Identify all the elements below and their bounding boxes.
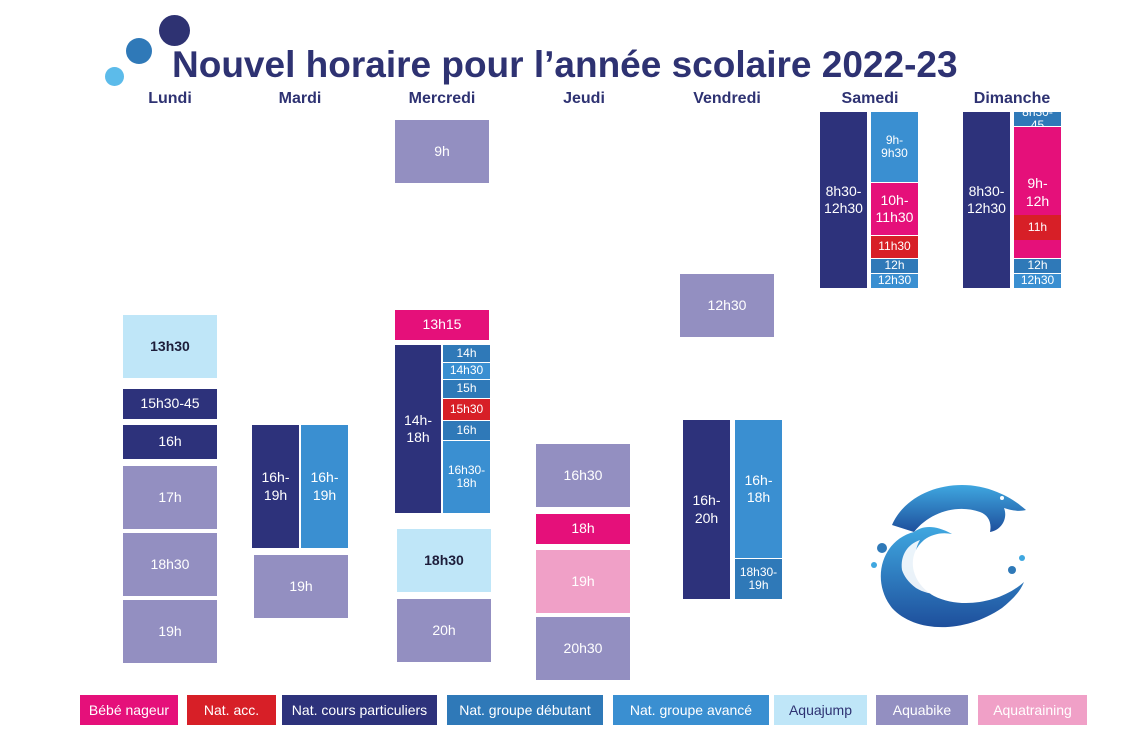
slot-mardi-avance: 16h- 19h — [301, 425, 348, 548]
slot-lundi-aquabike-2: 18h30 — [123, 533, 217, 596]
slot-mercredi-bebe: 13h15 — [395, 310, 489, 340]
slot-dimanche-cours: 8h30- 12h30 — [963, 112, 1010, 288]
slot-samedi-cours: 8h30- 12h30 — [820, 112, 867, 288]
slot-mercredi-aquajump: 18h30 — [397, 529, 491, 592]
legend-nat-groupe-debutant: Nat. groupe débutant — [447, 695, 603, 725]
slot-vendredi-cours: 16h- 20h — [683, 420, 730, 599]
slot-mercredi-deb-3: 16h — [443, 421, 490, 440]
slot-dimanche-avc: 12h30 — [1014, 274, 1061, 288]
slot-samedi-avc-2: 12h30 — [871, 274, 918, 288]
legend-aquabike: Aquabike — [876, 695, 968, 725]
slot-vendredi-deb: 18h30- 19h — [735, 559, 782, 599]
slot-lundi-cours-2: 16h — [123, 425, 217, 459]
decor-dot-large — [159, 15, 190, 46]
slot-lundi-aquabike-1: 17h — [123, 466, 217, 529]
legend-nat-acc: Nat. acc. — [187, 695, 276, 725]
slot-lundi-cours: 15h30-45 — [123, 389, 217, 419]
slot-mercredi-aquabike-evening: 20h — [397, 599, 491, 662]
slot-lundi-aquajump: 13h30 — [123, 315, 217, 378]
slot-mercredi-aquabike-morning: 9h — [395, 120, 489, 183]
legend-aquajump: Aquajump — [774, 695, 867, 725]
slot-samedi-deb: 12h — [871, 259, 918, 273]
slot-jeudi-aquabike-1: 16h30 — [536, 444, 630, 507]
slot-mercredi-cours: 14h- 18h — [395, 345, 441, 513]
slot-dimanche-deb-top: 8h30-45 — [1014, 112, 1061, 126]
legend-aquatraining: Aquatraining — [978, 695, 1087, 725]
legend-nat-groupe-avance: Nat. groupe avancé — [613, 695, 769, 725]
day-header-vendredi: Vendredi — [693, 90, 761, 107]
decor-dot-small — [105, 67, 124, 86]
day-header-dimanche: Dimanche — [973, 90, 1051, 107]
slot-mardi-aquabike: 19h — [254, 555, 348, 618]
slot-mercredi-deb-2: 15h — [443, 380, 490, 398]
legend-bebe-nageur: Bébé nageur — [80, 695, 178, 725]
slot-samedi-bebe: 10h- 11h30 — [871, 183, 918, 235]
page-title: Nouvel horaire pour l’année scolaire 202… — [172, 44, 958, 85]
slot-dimanche-acc: 11h — [1014, 215, 1061, 240]
dolphin-wave-logo — [871, 484, 1026, 628]
slot-jeudi-aquabike-2: 20h30 — [536, 617, 630, 680]
legend-nat-cours-particuliers: Nat. cours particuliers — [282, 695, 437, 725]
day-header-lundi: Lundi — [148, 90, 192, 107]
day-header-jeudi: Jeudi — [563, 90, 605, 107]
decor-dot-medium — [126, 38, 152, 64]
day-header-samedi: Samedi — [841, 90, 899, 107]
slot-jeudi-bebe: 18h — [536, 514, 630, 544]
slot-vendredi-avance: 16h- 18h — [735, 420, 782, 558]
slot-mercredi-acc: 15h30 — [443, 399, 490, 420]
slot-dimanche-deb: 12h — [1014, 259, 1061, 273]
slot-samedi-acc: 11h30 — [871, 236, 918, 258]
slot-vendredi-aquabike: 12h30 — [680, 274, 774, 337]
slot-mercredi-avc-2: 16h30- 18h — [443, 441, 490, 513]
day-header-mardi: Mardi — [278, 90, 322, 107]
slot-mercredi-avc-1: 14h30 — [443, 363, 490, 379]
slot-mardi-cours: 16h- 19h — [252, 425, 299, 548]
slot-jeudi-aquatraining: 19h — [536, 550, 630, 613]
slot-lundi-aquabike-3: 19h — [123, 600, 217, 663]
day-header-mercredi: Mercredi — [408, 90, 476, 107]
slot-samedi-avc-1: 9h- 9h30 — [871, 112, 918, 182]
slot-mercredi-deb-1: 14h — [443, 345, 490, 362]
